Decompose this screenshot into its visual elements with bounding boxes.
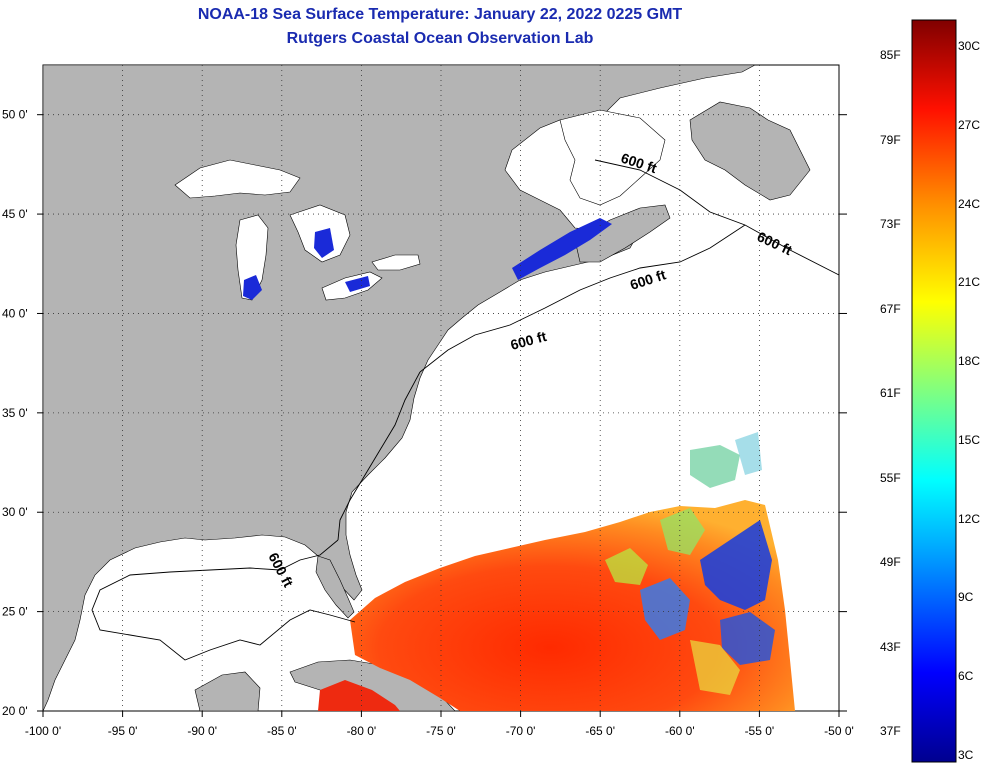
colorbar-c-label: 12C <box>958 511 981 526</box>
colorbar-c-label: 30C <box>958 39 981 53</box>
sst-cool-patch-2 <box>640 578 690 640</box>
land-cuba <box>289 659 456 711</box>
land-north-america <box>43 65 756 711</box>
lon-tick-label: -80 0' <box>347 724 377 738</box>
gulf-st-lawrence <box>559 109 666 206</box>
colorbar-f-label: 67F <box>880 301 901 316</box>
colorbar-c-label: 24C <box>958 196 981 211</box>
colorbar-f-label: 49F <box>880 555 901 569</box>
lon-tick-label: -50 0' <box>824 724 854 738</box>
lake-superior <box>174 159 301 199</box>
colorbar-c-label: 27C <box>958 117 981 132</box>
sst-green-patch-4 <box>690 640 740 695</box>
colorbar-f-label: 73F <box>880 217 901 231</box>
colorbar-f-label: 61F <box>880 386 901 400</box>
lon-tick-label: -85 0' <box>267 724 297 738</box>
lat-tick-label: 50 0' <box>2 108 28 122</box>
colorbar-f-label: 43F <box>880 639 901 654</box>
colorbar-f-label: 55F <box>880 470 901 485</box>
colorbar-c-label: 18C <box>958 354 981 369</box>
lat-tick-label: 20 0' <box>2 704 28 718</box>
map-subtitle: Rutgers Coastal Ocean Observation Lab <box>286 30 594 47</box>
lat-tick-label: 45 0' <box>2 207 28 221</box>
sst-cool-patch-1 <box>700 520 772 610</box>
sst-green-patch-2 <box>605 548 648 585</box>
colorbar-f-label: 85F <box>880 48 901 62</box>
map-title: NOAA-18 Sea Surface Temperature: January… <box>197 6 683 23</box>
land-florida <box>315 555 355 619</box>
colorbar-c-label: 21C <box>958 275 981 290</box>
land-newfoundland <box>689 101 811 201</box>
lake-ice-blue-2 <box>314 228 334 258</box>
contour-600ft <box>91 159 840 661</box>
lon-tick-label: -95 0' <box>108 724 138 738</box>
colorbar-f-label: 79F <box>880 132 901 147</box>
colorbar-f-label: 37F <box>880 724 901 738</box>
lon-tick-label: -100 0' <box>25 724 61 738</box>
sst-cool-patch-3 <box>720 612 775 665</box>
lat-tick-label: 40 0' <box>2 306 28 320</box>
lat-tick-label: 35 0' <box>2 406 28 420</box>
colorbar-c-label: 6C <box>958 669 974 684</box>
colorbar-c-label: 9C <box>958 590 974 605</box>
lon-tick-label: -70 0' <box>506 724 536 738</box>
lon-tick-label: -65 0' <box>585 724 615 738</box>
lat-tick-label: 30 0' <box>2 505 28 519</box>
sst-warm-caribbean <box>318 680 400 711</box>
lake-ice-blue-1 <box>243 275 262 300</box>
lon-tick-label: -75 0' <box>426 724 456 738</box>
sst-green-patch-3 <box>690 445 740 488</box>
land-yucatan <box>194 671 261 711</box>
land-nova-scotia <box>574 204 671 263</box>
lon-tick-label: -90 0' <box>187 724 217 738</box>
cold-band-gulf-of-maine <box>512 218 612 280</box>
sst-green-patch-5 <box>735 432 762 475</box>
colorbar-c-label: 3C <box>958 748 974 762</box>
lake-ice-blue-3 <box>345 276 370 292</box>
colorbar <box>911 19 957 763</box>
lat-tick-label: 25 0' <box>2 605 28 619</box>
axes: -100 0' -95 0' -90 0' -85 0' -80 0' -75 0' -70… <box>2 108 854 738</box>
lon-tick-label: -55 0' <box>745 724 775 738</box>
lon-tick-label: -60 0' <box>665 724 695 738</box>
lake-ontario <box>371 254 421 271</box>
sst-green-patch-1 <box>660 508 705 555</box>
colorbar-c-label: 15C <box>958 432 981 447</box>
